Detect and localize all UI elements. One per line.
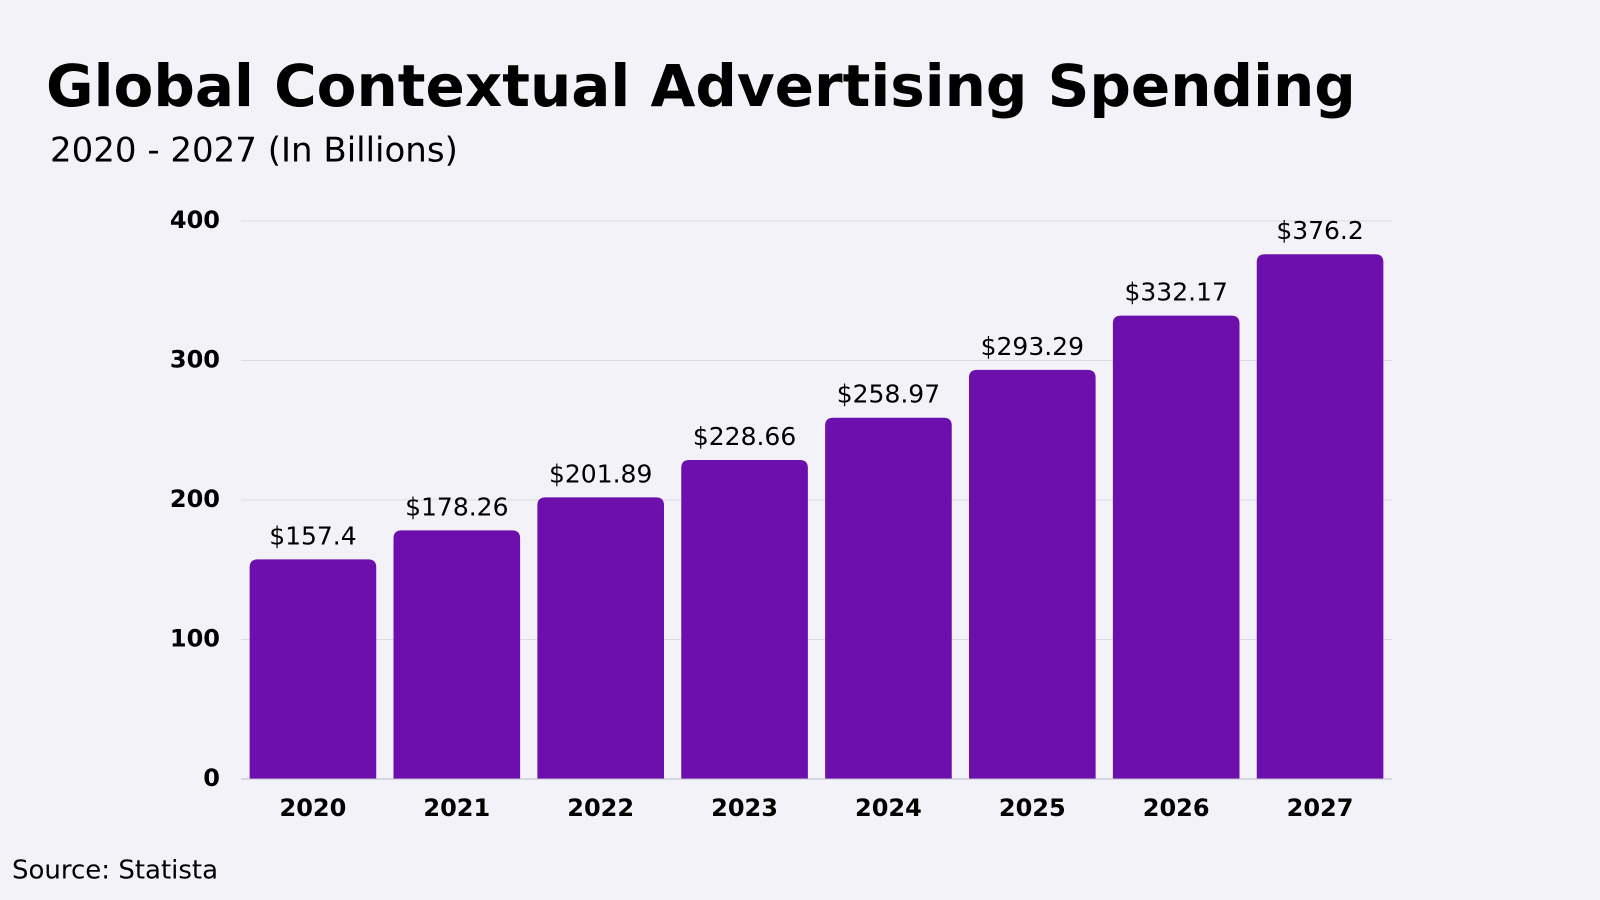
chart-subtitle: 2020 - 2027 (In Billions) [50, 131, 458, 171]
x-tick-label: 2021 [423, 794, 490, 822]
value-label: $228.66 [693, 422, 796, 451]
x-tick-label: 2024 [855, 794, 922, 822]
value-label: $178.26 [405, 492, 508, 521]
bar [681, 460, 808, 779]
x-tick-label: 2026 [1143, 794, 1210, 822]
bar [969, 369, 1096, 779]
x-tick-label: 2023 [711, 794, 778, 822]
bar [1112, 315, 1240, 779]
x-tick-label: 2020 [280, 794, 347, 822]
value-label: $258.97 [837, 380, 940, 409]
value-label: $376.2 [1276, 216, 1363, 245]
bar [1256, 254, 1384, 780]
value-label: $157.4 [269, 521, 356, 550]
y-tick-label: 200 [170, 485, 220, 513]
bar [537, 497, 664, 779]
y-tick-label: 300 [170, 346, 220, 374]
y-tick-label: 100 [170, 625, 220, 653]
bar [393, 530, 521, 779]
bar [825, 417, 952, 779]
x-tick-label: 2025 [999, 794, 1066, 822]
x-tick-label: 2027 [1287, 794, 1354, 822]
y-tick-label: 400 [170, 206, 220, 234]
chart-title: Global Contextual Advertising Spending [46, 52, 1356, 120]
bar [249, 559, 377, 779]
y-tick-label: 0 [203, 764, 220, 792]
value-label: $201.89 [549, 459, 652, 488]
source-note: Source: Statista [12, 856, 218, 886]
value-label: $332.17 [1124, 278, 1227, 307]
x-tick-label: 2022 [567, 794, 634, 822]
value-label: $293.29 [981, 332, 1084, 361]
